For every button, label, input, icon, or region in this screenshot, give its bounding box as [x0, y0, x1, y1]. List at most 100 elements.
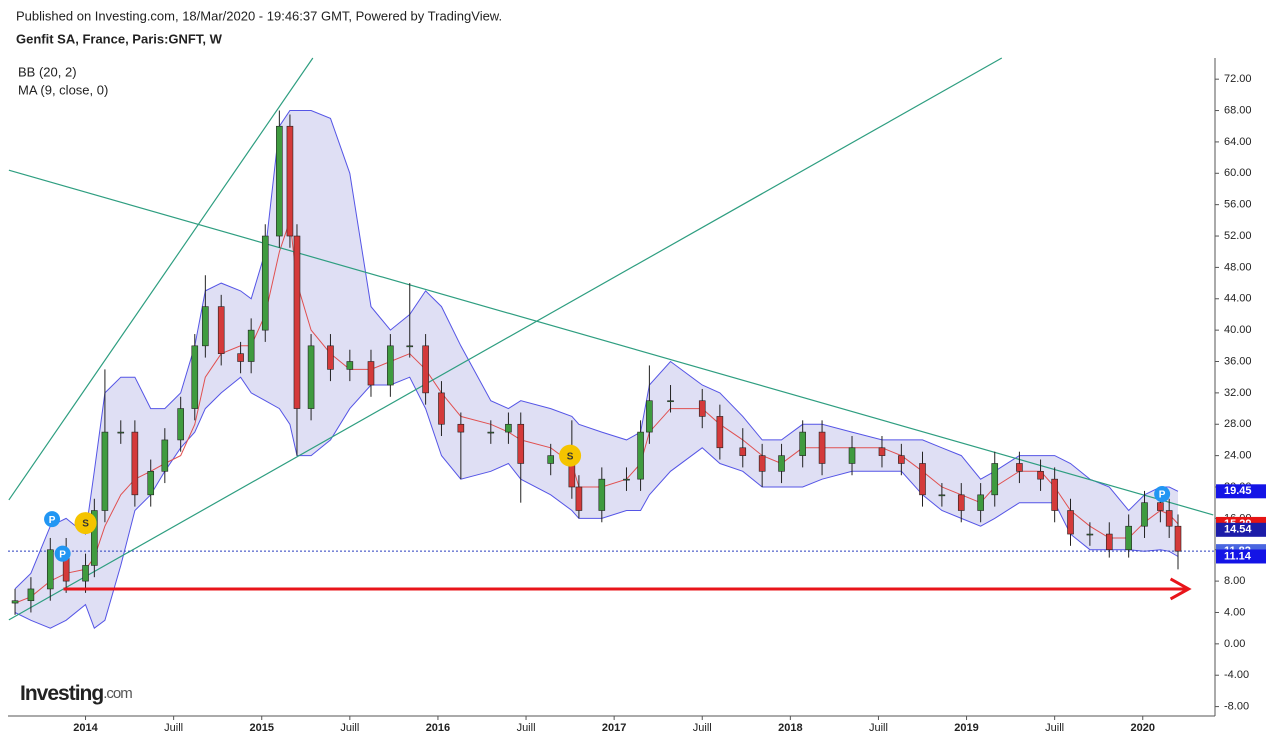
candle-body	[307, 345, 315, 409]
candle-body	[848, 447, 856, 464]
candle-body	[276, 125, 283, 237]
candle-body	[977, 494, 984, 511]
candle-body	[161, 439, 169, 472]
candle-body	[117, 431, 125, 434]
candle-body	[457, 423, 465, 433]
candle-body	[799, 431, 806, 456]
y-tick-label: 40.00	[1224, 324, 1252, 336]
y-tick-label: 0.00	[1224, 638, 1245, 650]
candle-body	[623, 478, 630, 481]
candle-body	[1051, 478, 1058, 511]
y-tick-label: 4.00	[1224, 606, 1245, 618]
candle-body	[261, 235, 269, 331]
x-tick-label: Juill	[164, 722, 183, 734]
candle-body	[698, 400, 706, 417]
y-tick-label: 72.00	[1224, 73, 1252, 85]
candle-body	[237, 353, 244, 362]
x-tick-label: 2015	[249, 722, 273, 734]
candle-body	[177, 408, 184, 441]
y-tick-label: 52.00	[1224, 230, 1252, 242]
logo: Investing.com	[20, 682, 132, 705]
x-tick-label: 2017	[602, 722, 626, 734]
candle-body	[46, 549, 54, 590]
axis-marker-label: 11.14	[1224, 550, 1252, 562]
axis-marker	[1216, 549, 1266, 564]
x-tick-label: 2019	[954, 722, 978, 734]
candle-body	[327, 345, 334, 370]
event-label: P	[1159, 490, 1166, 501]
candle-body	[667, 400, 674, 403]
candle-body	[406, 345, 414, 348]
candle-body	[217, 306, 225, 354]
y-tick-label: 64.00	[1224, 136, 1252, 148]
trend-line	[8, 57, 314, 501]
y-tick-label: 44.00	[1224, 293, 1252, 305]
candle-body	[1016, 463, 1023, 472]
y-tick-label: 32.00	[1224, 387, 1252, 399]
x-tick-label: 2016	[426, 722, 450, 734]
event-label: P	[49, 515, 56, 526]
candle-body	[1125, 525, 1132, 551]
x-tick-label: 2020	[1131, 722, 1155, 734]
candle-body	[1086, 533, 1094, 536]
candle-body	[422, 345, 429, 394]
candle-body	[1105, 533, 1113, 551]
candle-body	[286, 125, 294, 237]
candle-body	[991, 463, 999, 496]
chart-title: Genfit SA, France, Paris:GNFT, W	[16, 31, 223, 46]
candle-body	[438, 392, 445, 425]
candle-body	[547, 455, 555, 464]
candle-body	[575, 486, 583, 511]
candle-body	[11, 600, 19, 604]
candle-body	[131, 431, 139, 496]
candle-body	[938, 494, 946, 497]
y-tick-label: 28.00	[1224, 418, 1252, 430]
candle-body	[818, 431, 826, 464]
candle-body	[517, 423, 525, 464]
y-tick-label: -4.00	[1224, 669, 1249, 681]
candle-body	[598, 478, 606, 511]
candle-body	[1037, 471, 1044, 480]
candle-body	[1067, 510, 1074, 535]
candle-body	[91, 510, 98, 566]
y-tick-label: 24.00	[1224, 450, 1252, 462]
candle-body	[367, 361, 375, 386]
candle-body	[1165, 510, 1173, 527]
axis-marker-label: 19.45	[1224, 485, 1252, 497]
candle-body	[1157, 502, 1164, 511]
indicator-label: BB (20, 2)	[18, 64, 77, 79]
event-marker	[559, 444, 582, 467]
candle-body	[147, 471, 155, 496]
y-tick-label: -8.00	[1224, 700, 1249, 712]
event-label: P	[59, 549, 66, 560]
candle-body	[101, 431, 109, 511]
logo-name: Investing	[20, 682, 103, 705]
source: Published on Investing.com, 18/Mar/2020 …	[16, 8, 502, 23]
x-tick-label: Juill	[1045, 722, 1064, 734]
candle-body	[716, 416, 724, 449]
indicator-label: MA (9, close, 0)	[18, 82, 108, 97]
event-marker	[74, 512, 97, 535]
candle-body	[758, 455, 766, 472]
axis-marker	[1216, 484, 1266, 499]
bb-fill	[15, 110, 1178, 629]
candle-body	[1141, 502, 1148, 527]
x-tick-label: 2014	[73, 722, 98, 734]
trend-line	[8, 57, 1003, 621]
y-tick-label: 8.00	[1224, 575, 1245, 587]
candle-body	[637, 431, 644, 480]
y-tick-label: 48.00	[1224, 261, 1252, 273]
y-tick-label: 68.00	[1224, 104, 1252, 116]
candle-body	[202, 306, 209, 347]
event-marker	[44, 511, 61, 528]
candle-body	[898, 455, 905, 464]
event-marker	[1154, 486, 1171, 503]
candle-body	[487, 431, 495, 434]
event-marker	[54, 545, 71, 562]
candle-body	[505, 423, 512, 433]
event-label: S	[567, 451, 574, 462]
candle-body	[1174, 525, 1182, 552]
logo-suffix: .com	[103, 685, 132, 702]
y-tick-label: 60.00	[1224, 167, 1252, 179]
